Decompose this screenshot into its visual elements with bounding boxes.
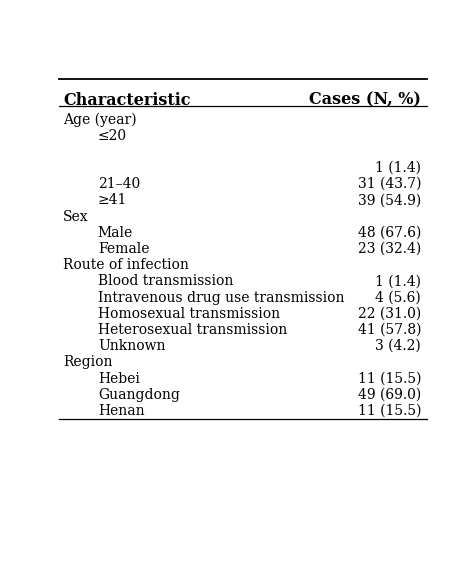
- Text: 23 (32.4): 23 (32.4): [358, 242, 421, 256]
- Text: 11 (15.5): 11 (15.5): [357, 372, 421, 386]
- Text: ≥41: ≥41: [98, 193, 127, 208]
- Text: Age (year): Age (year): [63, 113, 137, 127]
- Text: Blood transmission: Blood transmission: [98, 274, 233, 288]
- Text: Cases (N, %): Cases (N, %): [309, 91, 421, 108]
- Text: Route of infection: Route of infection: [63, 258, 189, 272]
- Text: 1 (1.4): 1 (1.4): [375, 160, 421, 174]
- Text: 3 (4.2): 3 (4.2): [375, 339, 421, 353]
- Text: 1 (1.4): 1 (1.4): [375, 274, 421, 288]
- Text: Heterosexual transmission: Heterosexual transmission: [98, 323, 287, 337]
- Text: 22 (31.0): 22 (31.0): [358, 307, 421, 321]
- Text: ≤20: ≤20: [98, 129, 127, 143]
- Text: Male: Male: [98, 226, 133, 240]
- Text: Hebei: Hebei: [98, 372, 140, 386]
- Text: 39 (54.9): 39 (54.9): [358, 193, 421, 208]
- Text: 4 (5.6): 4 (5.6): [375, 290, 421, 305]
- Text: Guangdong: Guangdong: [98, 388, 180, 402]
- Text: 21–40: 21–40: [98, 177, 140, 191]
- Text: Sex: Sex: [63, 209, 89, 223]
- Text: Characteristic: Characteristic: [63, 91, 191, 108]
- Text: Unknown: Unknown: [98, 339, 165, 353]
- Text: Female: Female: [98, 242, 149, 256]
- Text: Region: Region: [63, 355, 112, 369]
- Text: Intravenous drug use transmission: Intravenous drug use transmission: [98, 290, 344, 305]
- Text: 48 (67.6): 48 (67.6): [358, 226, 421, 240]
- Text: Henan: Henan: [98, 404, 145, 418]
- Text: 49 (69.0): 49 (69.0): [358, 388, 421, 402]
- Text: Homosexual transmission: Homosexual transmission: [98, 307, 280, 321]
- Text: 31 (43.7): 31 (43.7): [357, 177, 421, 191]
- Text: 11 (15.5): 11 (15.5): [357, 404, 421, 418]
- Text: 41 (57.8): 41 (57.8): [357, 323, 421, 337]
